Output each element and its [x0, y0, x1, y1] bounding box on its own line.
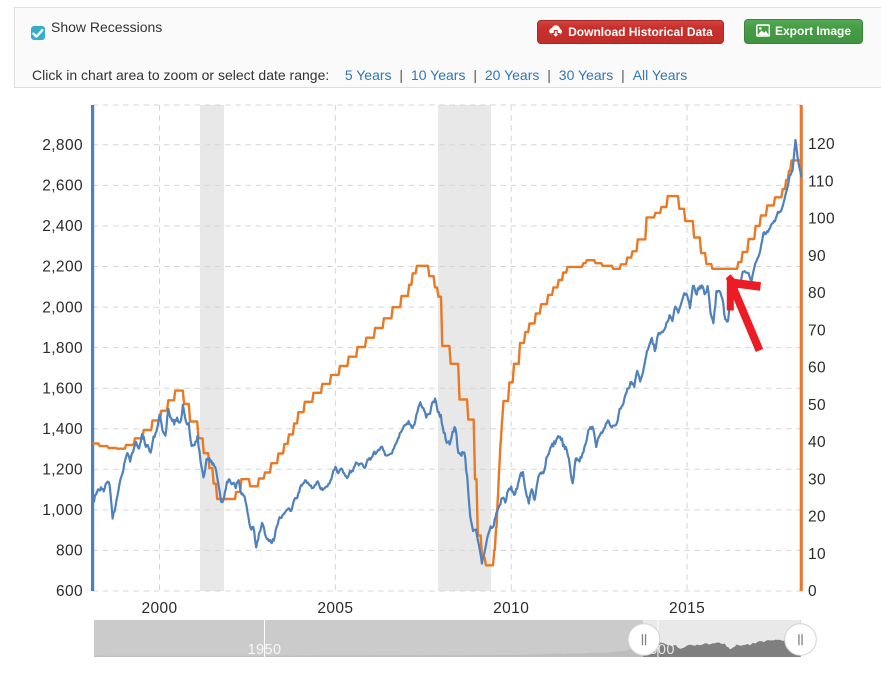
svg-text:90: 90 — [808, 248, 826, 265]
svg-text:1,600: 1,600 — [42, 380, 83, 397]
svg-text:2,200: 2,200 — [42, 259, 83, 276]
svg-text:800: 800 — [56, 543, 83, 560]
svg-text:1,000: 1,000 — [42, 502, 83, 519]
svg-text:120: 120 — [808, 136, 835, 153]
svg-text:2005: 2005 — [317, 600, 353, 617]
svg-text:110: 110 — [808, 173, 834, 190]
svg-text:2010: 2010 — [493, 600, 529, 617]
svg-text:2,000: 2,000 — [42, 299, 83, 316]
svg-text:1950: 1950 — [248, 642, 282, 658]
svg-text:70: 70 — [808, 322, 826, 339]
svg-text:2,800: 2,800 — [42, 137, 83, 154]
svg-text:600: 600 — [56, 583, 83, 600]
svg-text:100: 100 — [808, 211, 835, 228]
svg-text:1,200: 1,200 — [42, 462, 83, 479]
svg-text:80: 80 — [808, 285, 826, 302]
svg-text:10: 10 — [808, 546, 826, 563]
svg-text:1,400: 1,400 — [42, 421, 83, 438]
svg-text:30: 30 — [808, 471, 826, 488]
svg-text:20: 20 — [808, 509, 826, 526]
svg-text:2000: 2000 — [141, 600, 177, 617]
svg-text:2,400: 2,400 — [42, 218, 83, 235]
svg-text:60: 60 — [808, 360, 826, 377]
svg-text:40: 40 — [808, 434, 826, 451]
svg-text:2,600: 2,600 — [42, 178, 83, 195]
svg-text:0: 0 — [808, 583, 817, 600]
svg-text:1,800: 1,800 — [42, 340, 83, 357]
svg-text:2015: 2015 — [669, 600, 705, 617]
svg-text:50: 50 — [808, 397, 826, 414]
